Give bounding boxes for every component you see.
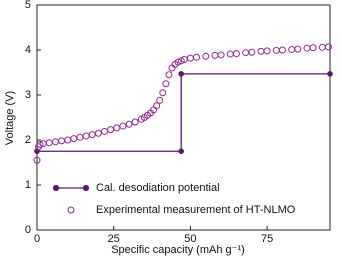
data-point-open (156, 96, 164, 104)
data-point-open (125, 120, 133, 128)
x-axis-label: Specific capacity (mAh g⁻¹) (111, 244, 245, 256)
data-point-open (309, 44, 317, 52)
data-point-open (107, 126, 115, 134)
data-point-open (113, 124, 121, 132)
data-point-open (278, 46, 286, 54)
data-point-open (303, 44, 311, 52)
x-tick-label: 75 (261, 233, 273, 245)
legend-marker (82, 184, 90, 192)
x-tick-label: 50 (184, 233, 196, 245)
y-tick-label: 3 (25, 89, 31, 101)
legend-label: Experimental measurement of HT-NLMO (96, 204, 296, 216)
legend-marker (67, 206, 75, 214)
y-axis-label: Voltage (V) (4, 91, 16, 145)
data-point-open (131, 118, 139, 126)
y-tick-label: 1 (25, 179, 31, 191)
data-point-open (257, 47, 265, 55)
data-point-open (64, 136, 72, 144)
x-tick-label: 0 (34, 233, 40, 245)
data-point-open (33, 156, 41, 164)
data-point-open (202, 52, 210, 60)
data-point-open (36, 141, 44, 148)
data-point-open (242, 49, 250, 57)
data-point-open (58, 137, 66, 145)
y-tick-label: 5 (25, 0, 31, 11)
data-point-open (211, 51, 219, 59)
data-point-open (94, 129, 102, 137)
data-point (178, 148, 185, 155)
data-point-open (153, 102, 161, 110)
data-point-open (76, 133, 84, 141)
series-line (37, 73, 330, 152)
data-point-open (288, 46, 296, 54)
data-point-open (82, 132, 90, 140)
data-point-open (45, 139, 53, 147)
data-point-open (100, 127, 108, 135)
plot-frame (36, 4, 331, 231)
data-point (327, 71, 333, 77)
data-point-open (119, 122, 127, 130)
y-tick-label: 0 (25, 224, 31, 236)
data-point-open (248, 48, 256, 56)
legend-marker (52, 184, 60, 192)
data-point-open (272, 46, 280, 54)
data-point-open (186, 54, 194, 62)
data-point-open (232, 50, 240, 58)
x-tick-label: 25 (108, 233, 120, 245)
data-point-open (70, 135, 78, 143)
data-point-open (88, 131, 96, 139)
data-point-open (226, 50, 234, 58)
data-point-open (318, 43, 326, 51)
y-tick-label: 2 (25, 134, 31, 146)
data-point-open (263, 47, 271, 55)
data-point (178, 71, 185, 77)
data-point-open (193, 53, 201, 61)
data-point-open (165, 71, 173, 79)
data-point-open (51, 138, 59, 146)
data-point-open (159, 89, 167, 97)
data-point-open (324, 43, 332, 51)
legend-label: Cal. desodiation potential (96, 182, 220, 194)
data-point-open (294, 45, 302, 53)
data-point-open (162, 80, 170, 88)
y-tick-label: 4 (25, 44, 31, 56)
data-point-open (217, 51, 225, 59)
